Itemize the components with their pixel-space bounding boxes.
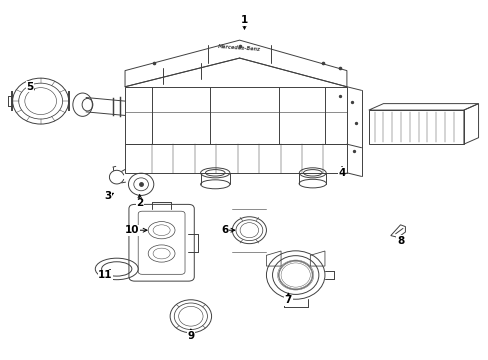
Text: 11: 11 <box>98 270 113 280</box>
Text: 1: 1 <box>241 15 247 26</box>
Text: 9: 9 <box>187 331 194 341</box>
Text: Mercedes-Benz: Mercedes-Benz <box>218 44 261 52</box>
Text: 7: 7 <box>284 295 291 305</box>
Text: 2: 2 <box>136 198 143 208</box>
Text: 6: 6 <box>221 225 228 235</box>
Text: 4: 4 <box>338 168 345 178</box>
Text: 5: 5 <box>26 82 34 92</box>
Text: 10: 10 <box>125 225 139 235</box>
Text: 3: 3 <box>104 191 111 201</box>
Text: 8: 8 <box>396 236 404 246</box>
